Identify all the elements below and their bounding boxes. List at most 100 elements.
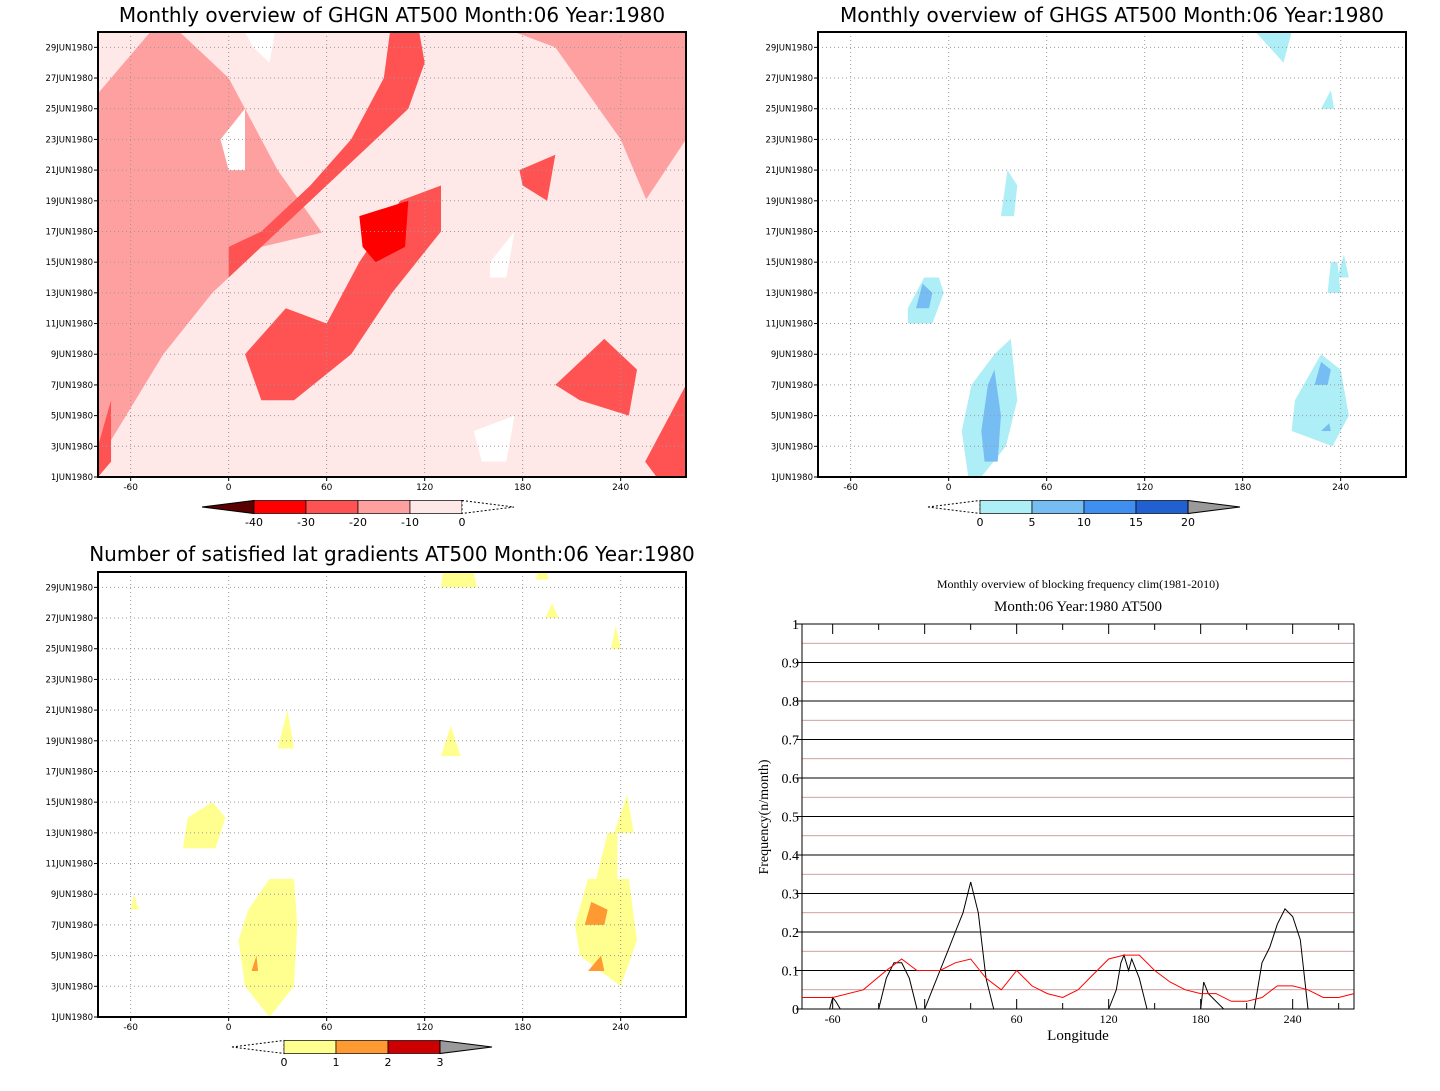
x-tick-label: -60 [123,1023,138,1033]
colorbar-label: -10 [401,516,419,529]
colorbar-box [357,500,411,514]
colorbar-label: 10 [1077,516,1091,529]
colorbar-box [979,500,1033,514]
x-tick-label: 180 [514,1023,531,1033]
colorbar-box [409,500,463,514]
contour-region [251,955,259,971]
y-tick-label: 9JUN1980 [771,350,813,360]
contour-region [130,894,139,910]
y-tick-label: 25JUN1980 [765,105,813,115]
y-tick-label: 11JUN1980 [45,860,93,870]
y-tick-label: 29JUN1980 [45,583,93,593]
x-tick-label: 180 [1234,483,1251,493]
contour-region [1321,423,1331,431]
colorbar-label: 5 [1029,516,1036,529]
x-tick-label: 0 [226,1023,232,1033]
contour-fills [907,32,1349,477]
panel-4-subtitle: Month:06 Year:1980 AT500 [994,599,1162,615]
y-tick-label: 29JUN1980 [765,43,813,53]
contour-region [555,338,637,416]
contour-region [441,572,477,588]
panel-2-ghgs: 1JUN1980 3JUN1980 5JUN1980 7JUN1980 9JUN1980… [765,31,1407,529]
y-tick-label: 1JUN1980 [51,1013,93,1023]
x-tick-label: 240 [1332,483,1349,493]
x-tick-label: -60 [123,483,138,493]
colorbar-label: 2 [385,1056,392,1069]
x-tick-label: 180 [1192,1012,1210,1026]
x-tick-label: 60 [1011,1012,1023,1026]
contour-region [473,415,515,462]
colorbar-label: 0 [281,1056,288,1069]
y-tick-label: 1 [792,618,799,633]
x-tick-label: 60 [1041,483,1053,493]
y-tick-label: 25JUN1980 [45,105,93,115]
colorbar-label: 0 [977,516,984,529]
colorbar-box [305,500,359,514]
plot-frame [97,571,687,1018]
colorbar: 0 1 2 3 [231,1039,493,1069]
contour-region [614,794,634,833]
x-tick-label: 240 [612,483,629,493]
x-tick-label: 60 [321,483,333,493]
y-tick-label: 29JUN1980 [45,43,93,53]
contour-region [1000,170,1018,217]
contour-region [645,384,686,477]
panel-2-title: Monthly overview of GHGS AT500 Month:06 … [840,3,1384,27]
contour-region [245,32,275,63]
y-tick-label: 0.9 [782,657,800,672]
contour-region [506,139,686,477]
x-tick-label: 240 [1284,1012,1302,1026]
y-tick-label: 3JUN1980 [51,442,93,452]
contour-region [1321,90,1335,109]
x-tick-label: -60 [825,1012,841,1026]
colorbar-label: 3 [437,1056,444,1069]
panel-4-ylabel: Frequency(n/month) [757,759,772,874]
x-tick-label: 60 [321,1023,333,1033]
contour-region [182,802,226,849]
contour-region [1314,361,1331,385]
y-tick-label: 9JUN1980 [51,890,93,900]
y-tick-label: 13JUN1980 [45,829,93,839]
x-tick-label: 120 [1136,483,1153,493]
x-tick-label: 0 [946,483,952,493]
colorbar-low-arrow [231,1039,285,1055]
contour-region [610,625,621,649]
contour-region [1327,262,1341,293]
y-tick-label: 9JUN1980 [51,350,93,360]
colorbar-label: -20 [349,516,367,529]
x-tick-label: 120 [416,1023,433,1033]
colorbar-box [387,1040,441,1054]
panel-4-title: Monthly overview of blocking frequency c… [937,577,1219,591]
colorbar-high-arrow [1187,499,1241,515]
y-tick-label: 19JUN1980 [45,737,93,747]
contour-region [545,602,559,619]
y-tick-label: 21JUN1980 [45,166,93,176]
contour-fills [130,572,637,1017]
contour-region [584,901,608,925]
x-tick-label: 120 [416,483,433,493]
x-tick-label: -60 [843,483,858,493]
contour-region [220,108,245,171]
plot-frame [97,31,687,478]
colorbar: -40 -30 -20 -10 0 [201,499,515,529]
y-tick-label: 23JUN1980 [45,675,93,685]
y-tick-label: 5JUN1980 [51,412,93,422]
y-tick-label: 19JUN1980 [45,197,93,207]
contour-region [916,283,933,309]
x-tick-label: 120 [1100,1012,1118,1026]
panel-3-title: Number of satisfied lat gradients AT500 … [89,542,695,566]
contour-region [596,832,618,879]
colorbar: 0 5 10 15 20 [927,499,1241,529]
y-tick-label: 3JUN1980 [51,982,93,992]
y-tick-label: 13JUN1980 [45,289,93,299]
y-tick-label: 15JUN1980 [45,798,93,808]
y-tick-label: 0.5 [782,811,800,826]
panel-1-ghgn: 1JUN1980 3JUN1980 5JUN1980 7JUN1980 9JUN1980… [45,31,687,529]
y-tick-label: 3JUN1980 [771,442,813,452]
contour-fills [98,32,686,477]
contour-region [490,231,515,278]
y-tick-label: 11JUN1980 [45,320,93,330]
y-tick-label: 5JUN1980 [771,412,813,422]
colorbar-low-arrow [927,499,981,515]
